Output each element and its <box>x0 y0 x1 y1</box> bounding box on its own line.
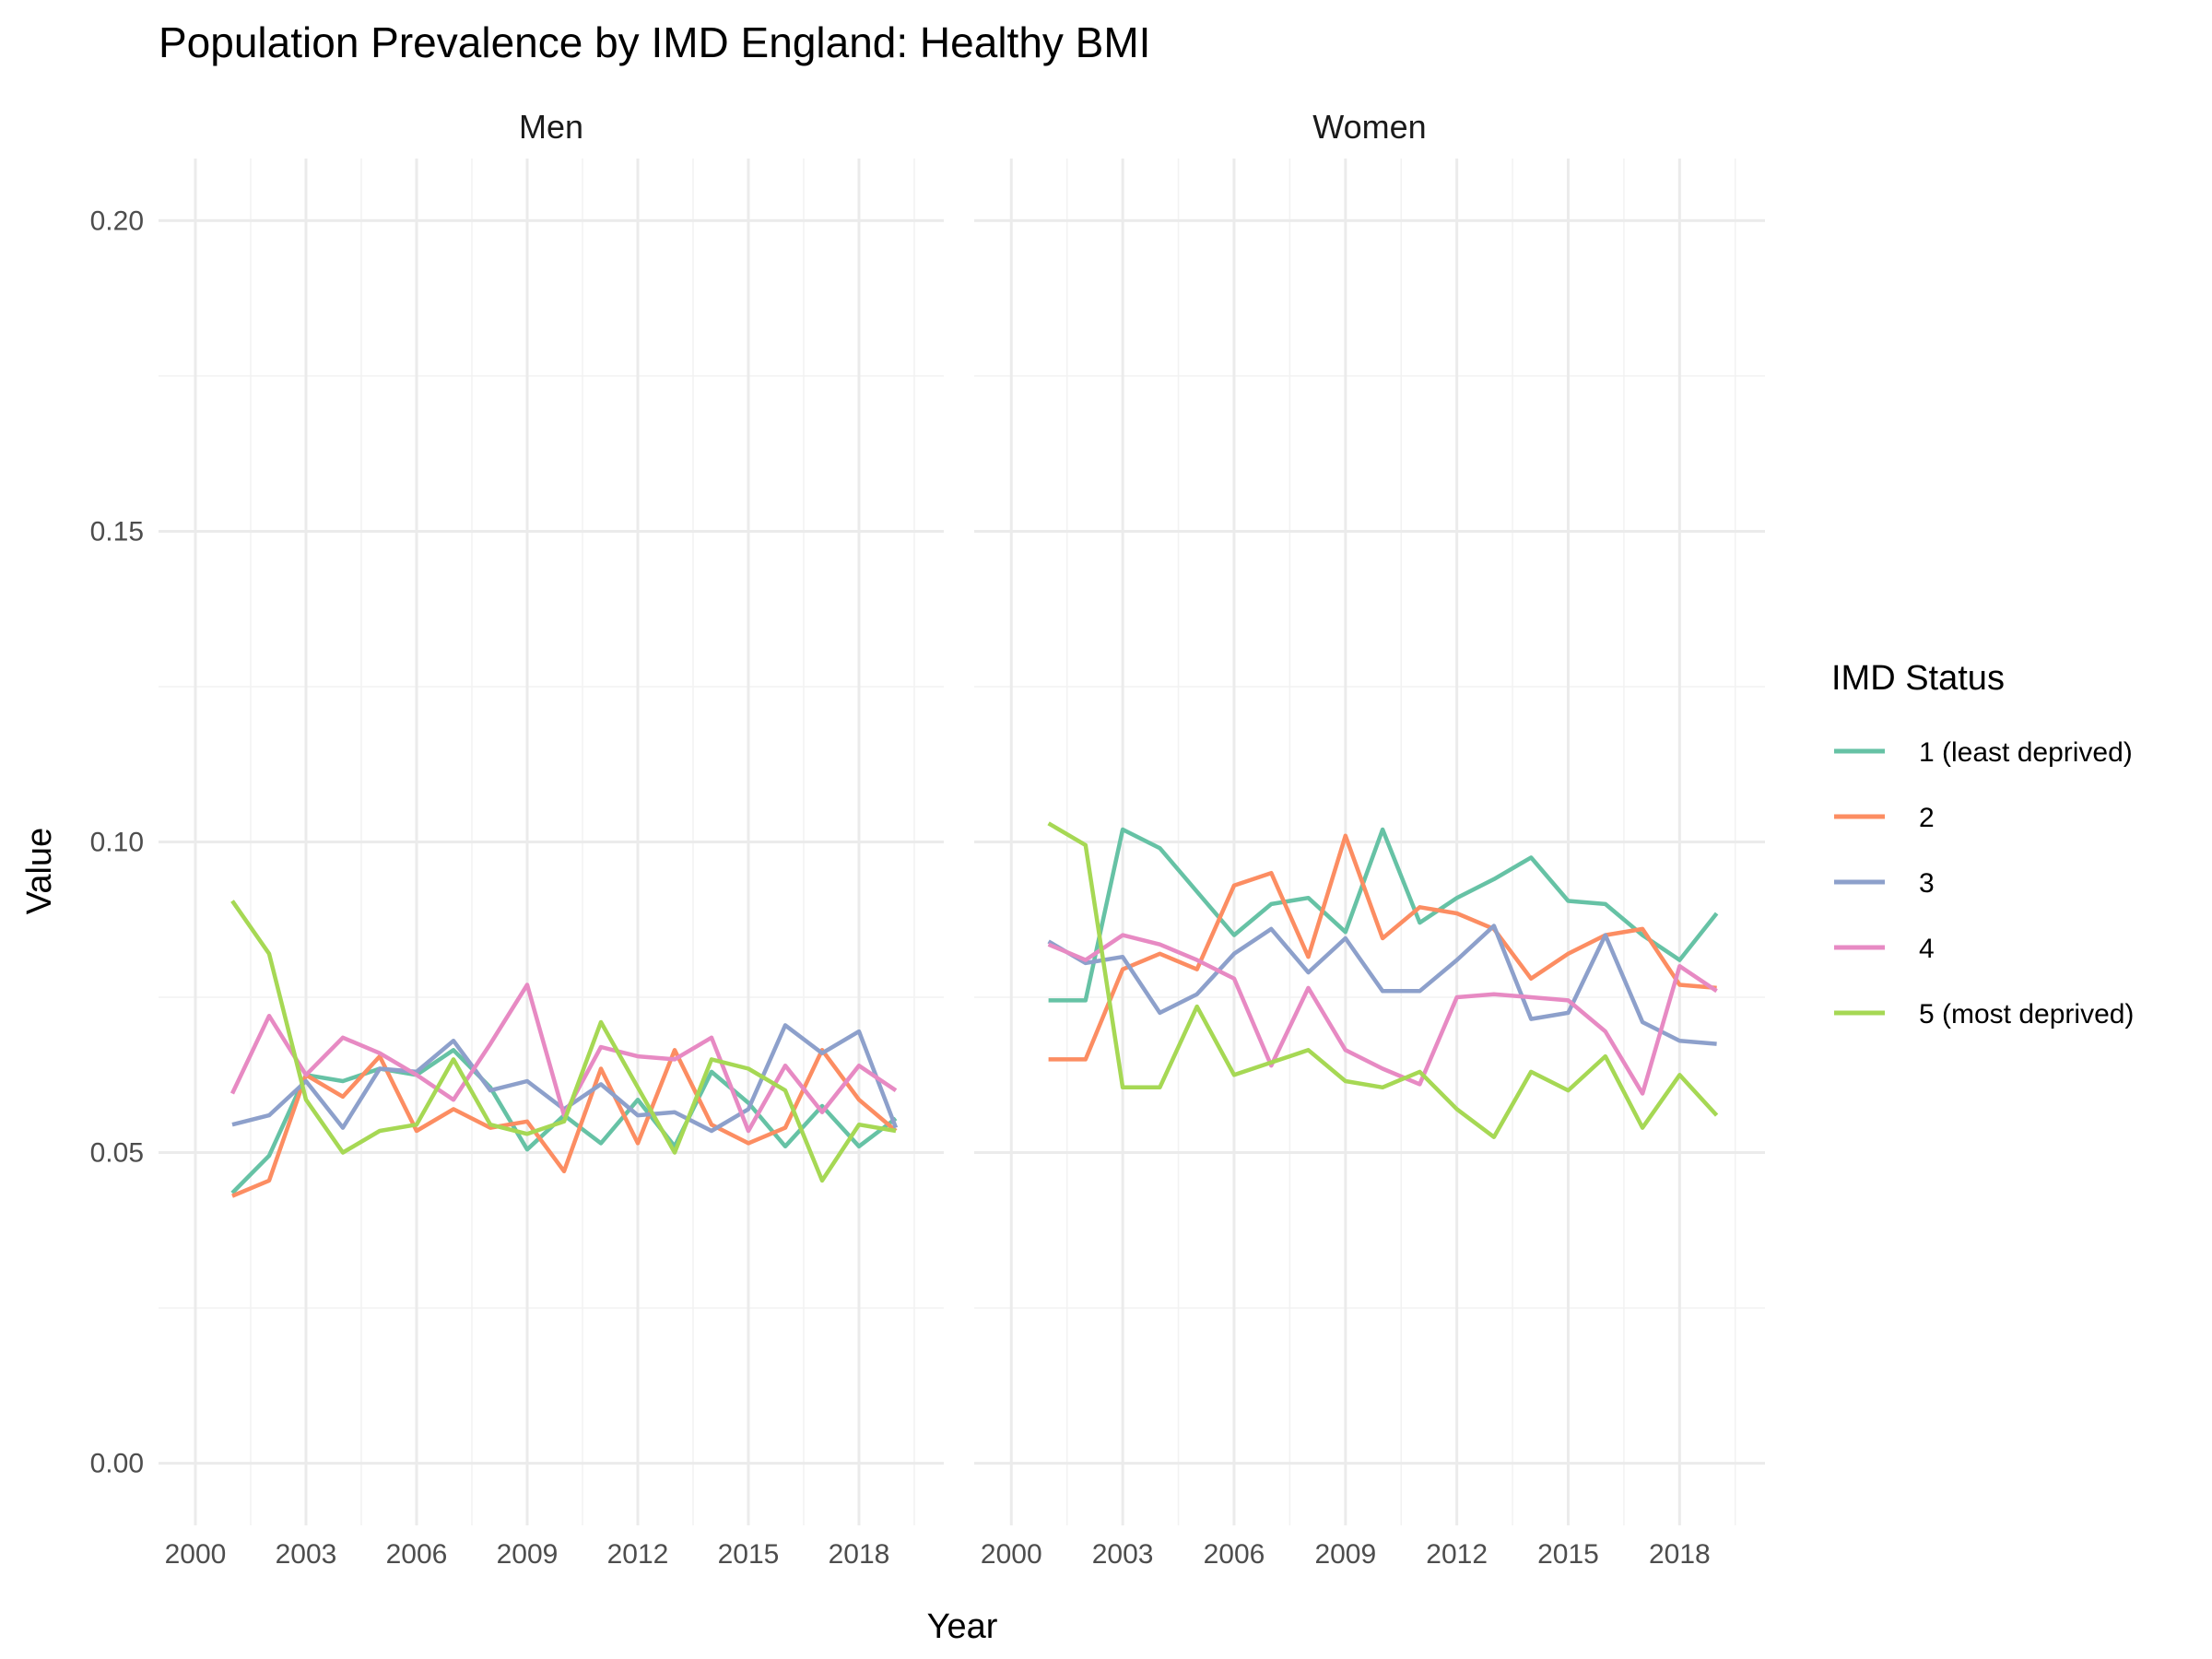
y-tick-label: 0.00 <box>90 1449 144 1479</box>
x-tick-label: 2012 <box>607 1539 669 1570</box>
series-line-men-4 <box>229 982 898 1134</box>
x-tick-label: 2012 <box>1426 1539 1488 1570</box>
legend-items: 1 (least deprived) 2 3 4 5 (most deprived) <box>1834 737 2134 1030</box>
panel-women: Women 2000 2003 2006 2009 2012 2015 2018 <box>974 108 1765 1570</box>
x-tick-label: 2003 <box>1092 1539 1154 1570</box>
y-tick-label: 0.10 <box>90 828 144 858</box>
x-tick-label: 2009 <box>1314 1539 1376 1570</box>
y-axis-title: Value <box>20 828 59 914</box>
panels-layer: Men 2000 2003 2006 2009 2012 2015 2018 0.00 0.05 0… <box>90 108 1765 1570</box>
legend-item: 1 (least deprived) <box>1834 737 2133 768</box>
y-tick-label: 0.20 <box>90 206 144 236</box>
legend: IMD Status 1 (least deprived) 2 3 4 5 (most … <box>1831 659 2134 1030</box>
x-tick-label: 2000 <box>981 1539 1042 1570</box>
series-line-women-3 <box>1047 924 1717 1046</box>
series-line-men-2 <box>231 1048 898 1198</box>
legend-item: 4 <box>1834 934 1935 964</box>
y-tick-label: 0.15 <box>90 516 144 547</box>
x-tick-label: 2015 <box>718 1539 780 1570</box>
y-tick-label: 0.05 <box>90 1138 144 1169</box>
panel-strip-label: Men <box>519 108 583 146</box>
legend-item: 2 <box>1834 803 1935 833</box>
legend-label: 5 (most deprived) <box>1919 999 2134 1030</box>
x-tick-label: 2006 <box>1204 1539 1265 1570</box>
legend-label: 3 <box>1919 868 1935 899</box>
legend-title: IMD Status <box>1831 659 2005 698</box>
series-line-men-5 <box>230 900 897 1183</box>
legend-label: 4 <box>1919 934 1935 964</box>
legend-label: 2 <box>1919 803 1935 833</box>
x-axis-title: Year <box>927 1607 998 1646</box>
chart-title: Population Prevalence by IMD England: He… <box>159 18 1150 66</box>
x-tick-label: 2018 <box>1649 1539 1711 1570</box>
legend-label: 1 (least deprived) <box>1919 737 2133 768</box>
series-line-women-5 <box>1047 821 1719 1139</box>
panel-strip-label: Women <box>1312 108 1426 146</box>
x-tick-label: 2006 <box>386 1539 448 1570</box>
series-line-women-1 <box>1048 827 1719 1003</box>
legend-item: 3 <box>1834 868 1935 899</box>
x-tick-label: 2018 <box>829 1539 890 1570</box>
series-line-women-2 <box>1048 833 1717 1062</box>
x-tick-label: 2003 <box>276 1539 337 1570</box>
panel-men: Men 2000 2003 2006 2009 2012 2015 2018 0.00 0.05 0… <box>90 108 944 1570</box>
series-line-women-4 <box>1047 933 1718 1096</box>
x-tick-label: 2009 <box>497 1539 559 1570</box>
legend-item: 5 (most deprived) <box>1834 999 2134 1030</box>
x-tick-label: 2015 <box>1537 1539 1599 1570</box>
x-tick-label: 2000 <box>165 1539 227 1570</box>
